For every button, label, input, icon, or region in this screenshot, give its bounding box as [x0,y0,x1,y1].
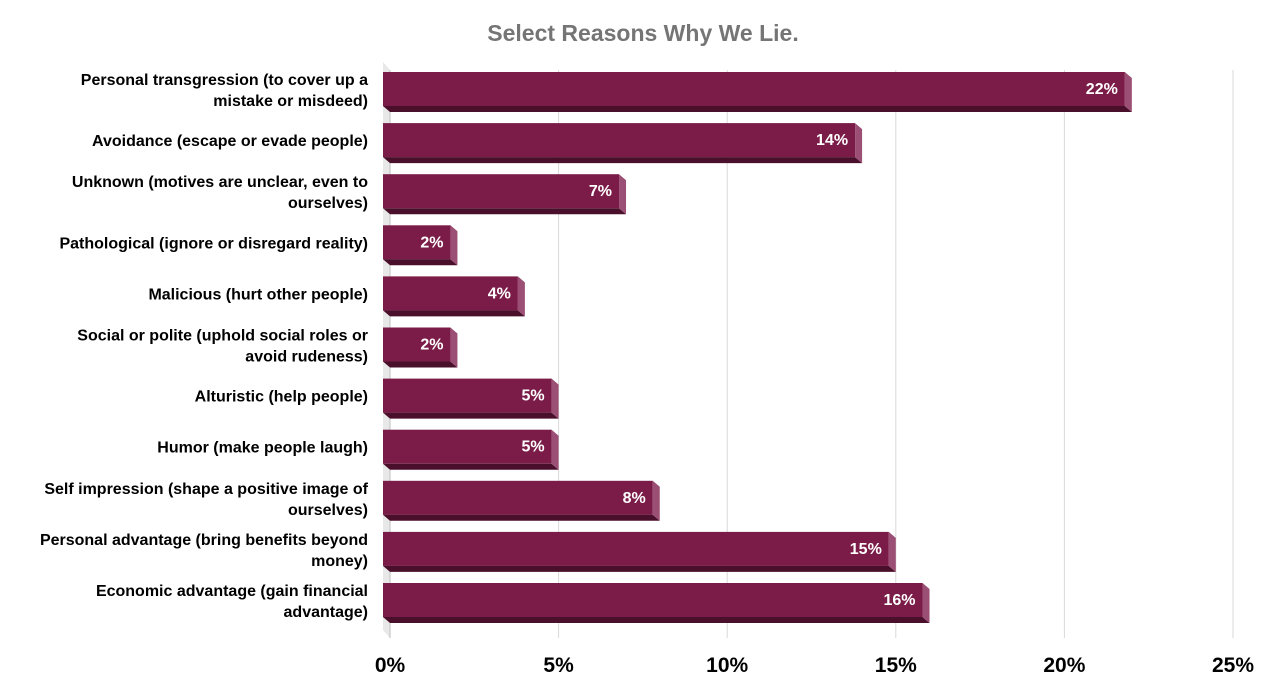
data-label: 8% [623,490,646,507]
bar-front [383,480,653,515]
bar-bottom [383,514,660,521]
bar-bottom [383,259,458,266]
x-tick-label: 0% [375,654,406,677]
bar [383,531,896,572]
bar-side [922,583,930,623]
data-label: 2% [420,234,443,251]
data-label: 22% [1086,81,1118,98]
bar-side [652,480,660,521]
category-label: avoid rudeness) [245,349,368,366]
bar-bottom [383,565,896,572]
x-tick-label: 10% [706,654,748,677]
bar-side [551,429,559,470]
category-label: Unknown (motives are unclear, even to [72,174,368,191]
data-label: 2% [420,337,443,354]
bar [383,72,1132,112]
category-label: mistake or misdeed) [213,93,368,110]
bar [383,378,559,419]
chart-title: Select Reasons Why We Lie. [487,20,799,46]
bar-side [450,327,458,368]
bar-side [517,276,525,317]
data-label: 4% [488,285,511,302]
bar-bottom [383,310,525,317]
data-label: 7% [589,183,612,200]
x-tick-label: 20% [1043,654,1085,677]
bar-front [383,174,620,209]
bar-front [383,72,1125,106]
bar-bottom [383,463,559,470]
bar-front [383,123,856,158]
bar [383,583,930,623]
category-label: Social or polite (uphold social roles or [77,328,368,345]
bar-front [383,276,518,311]
bar [383,174,627,215]
category-label: Humor (make people laugh) [157,440,368,457]
bar [383,480,660,521]
category-label: Alturistic (help people) [195,389,368,406]
data-label: 16% [883,592,915,609]
bar [383,429,559,470]
bar-front [383,531,889,566]
bar-side [619,174,627,215]
bar-side [551,378,559,419]
bar-front [383,429,552,464]
x-tick-label: 15% [875,654,917,677]
data-label: 5% [521,439,544,456]
bar-side [450,225,458,266]
bar-side [1124,72,1132,112]
data-label: 14% [816,132,848,149]
bar [383,276,525,317]
bar-front [383,327,451,362]
x-tick-label: 5% [543,654,574,677]
bar-bottom [383,361,458,368]
bar [383,123,863,164]
category-label: Self impression (shape a positive image … [44,481,368,498]
category-label: Malicious (hurt other people) [148,286,368,303]
category-label: Personal advantage (bring benefits beyon… [40,532,368,549]
bar-side [855,123,863,164]
category-label: Pathological (ignore or disregard realit… [59,235,368,252]
data-label: 15% [850,541,882,558]
category-label: advantage) [284,604,368,621]
data-label: 5% [521,388,544,405]
category-label: ourselves) [288,502,368,519]
bar-bottom [383,412,559,419]
category-label: Personal transgression (to cover up a [81,72,368,89]
x-tick-label: 25% [1212,654,1254,677]
category-label: Economic advantage (gain financial [96,583,368,600]
bar-bottom [383,106,1132,112]
bar-side [888,531,896,572]
category-label: ourselves) [288,195,368,212]
category-label: money) [311,553,368,570]
bar-bottom [383,157,863,164]
bar-bottom [383,208,627,215]
bar [383,327,458,368]
bar-front [383,225,451,260]
category-label: Avoidance (escape or evade people) [92,133,368,150]
bar-bottom [383,617,930,623]
bar-front [383,583,923,617]
bar-front [383,378,552,413]
bar [383,225,458,266]
